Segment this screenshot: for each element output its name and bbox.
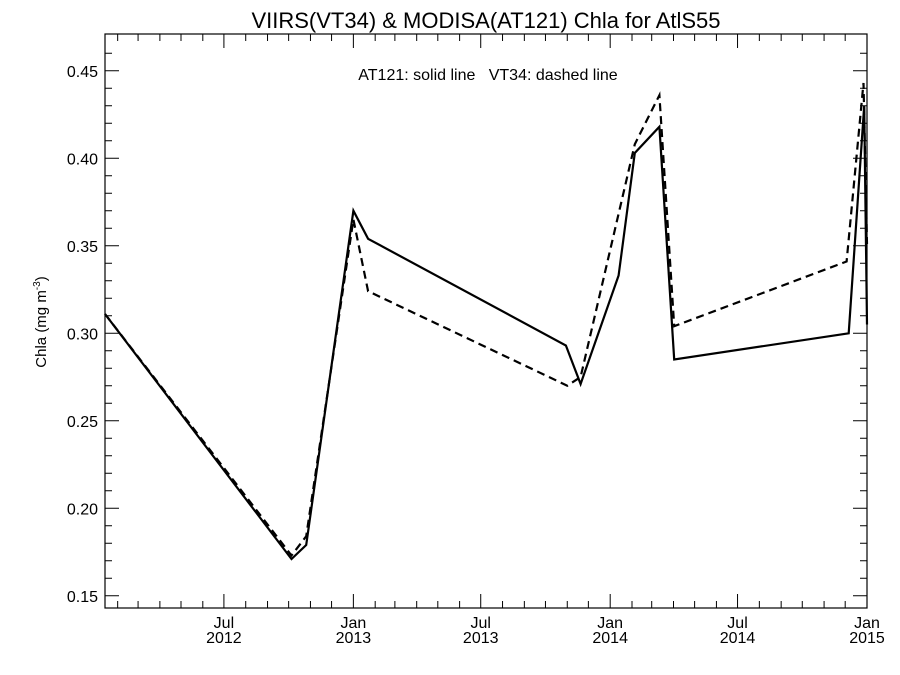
y-tick-label: 0.15 [67, 589, 98, 606]
series-line-vt34 [104, 82, 869, 558]
plot-frame [104, 33, 868, 609]
axis-ticks: 0.150.200.250.300.350.400.45Jul2012Jan20… [67, 34, 885, 647]
y-axis-label-close: ) [33, 276, 50, 281]
x-tick-month-label: Jan [597, 615, 623, 632]
x-tick-year-label: 2015 [849, 630, 885, 647]
x-tick-year-label: 2013 [336, 630, 372, 647]
x-tick-year-label: 2014 [720, 630, 756, 647]
y-axis-label-superscript: -3 [32, 281, 43, 290]
x-tick-month-label: Jul [470, 615, 490, 632]
y-tick-label: 0.25 [67, 414, 98, 431]
x-tick-year-label: 2012 [206, 630, 242, 647]
series-lines [104, 82, 869, 561]
y-tick-label: 0.35 [67, 239, 98, 256]
x-tick-month-label: Jan [854, 615, 880, 632]
y-tick-label: 0.20 [67, 501, 98, 518]
x-tick-month-label: Jan [340, 615, 366, 632]
x-tick-month-label: Jul [214, 615, 234, 632]
y-axis-label-main: Chla (mg m [33, 290, 50, 368]
x-tick-month-label: Jul [727, 615, 747, 632]
y-tick-label: 0.40 [67, 151, 98, 168]
x-tick-year-label: 2013 [463, 630, 499, 647]
legend-annotation: AT121: solid line VT34: dashed line [358, 67, 618, 84]
chart-title: VIIRS(VT34) & MODISA(AT121) Chla for Atl… [251, 8, 720, 33]
series-line-at121 [104, 105, 869, 561]
y-tick-label: 0.45 [67, 64, 98, 81]
x-tick-year-label: 2014 [592, 630, 628, 647]
y-axis-label: Chla (mg m-3) [32, 276, 50, 367]
y-tick-label: 0.30 [67, 326, 98, 343]
